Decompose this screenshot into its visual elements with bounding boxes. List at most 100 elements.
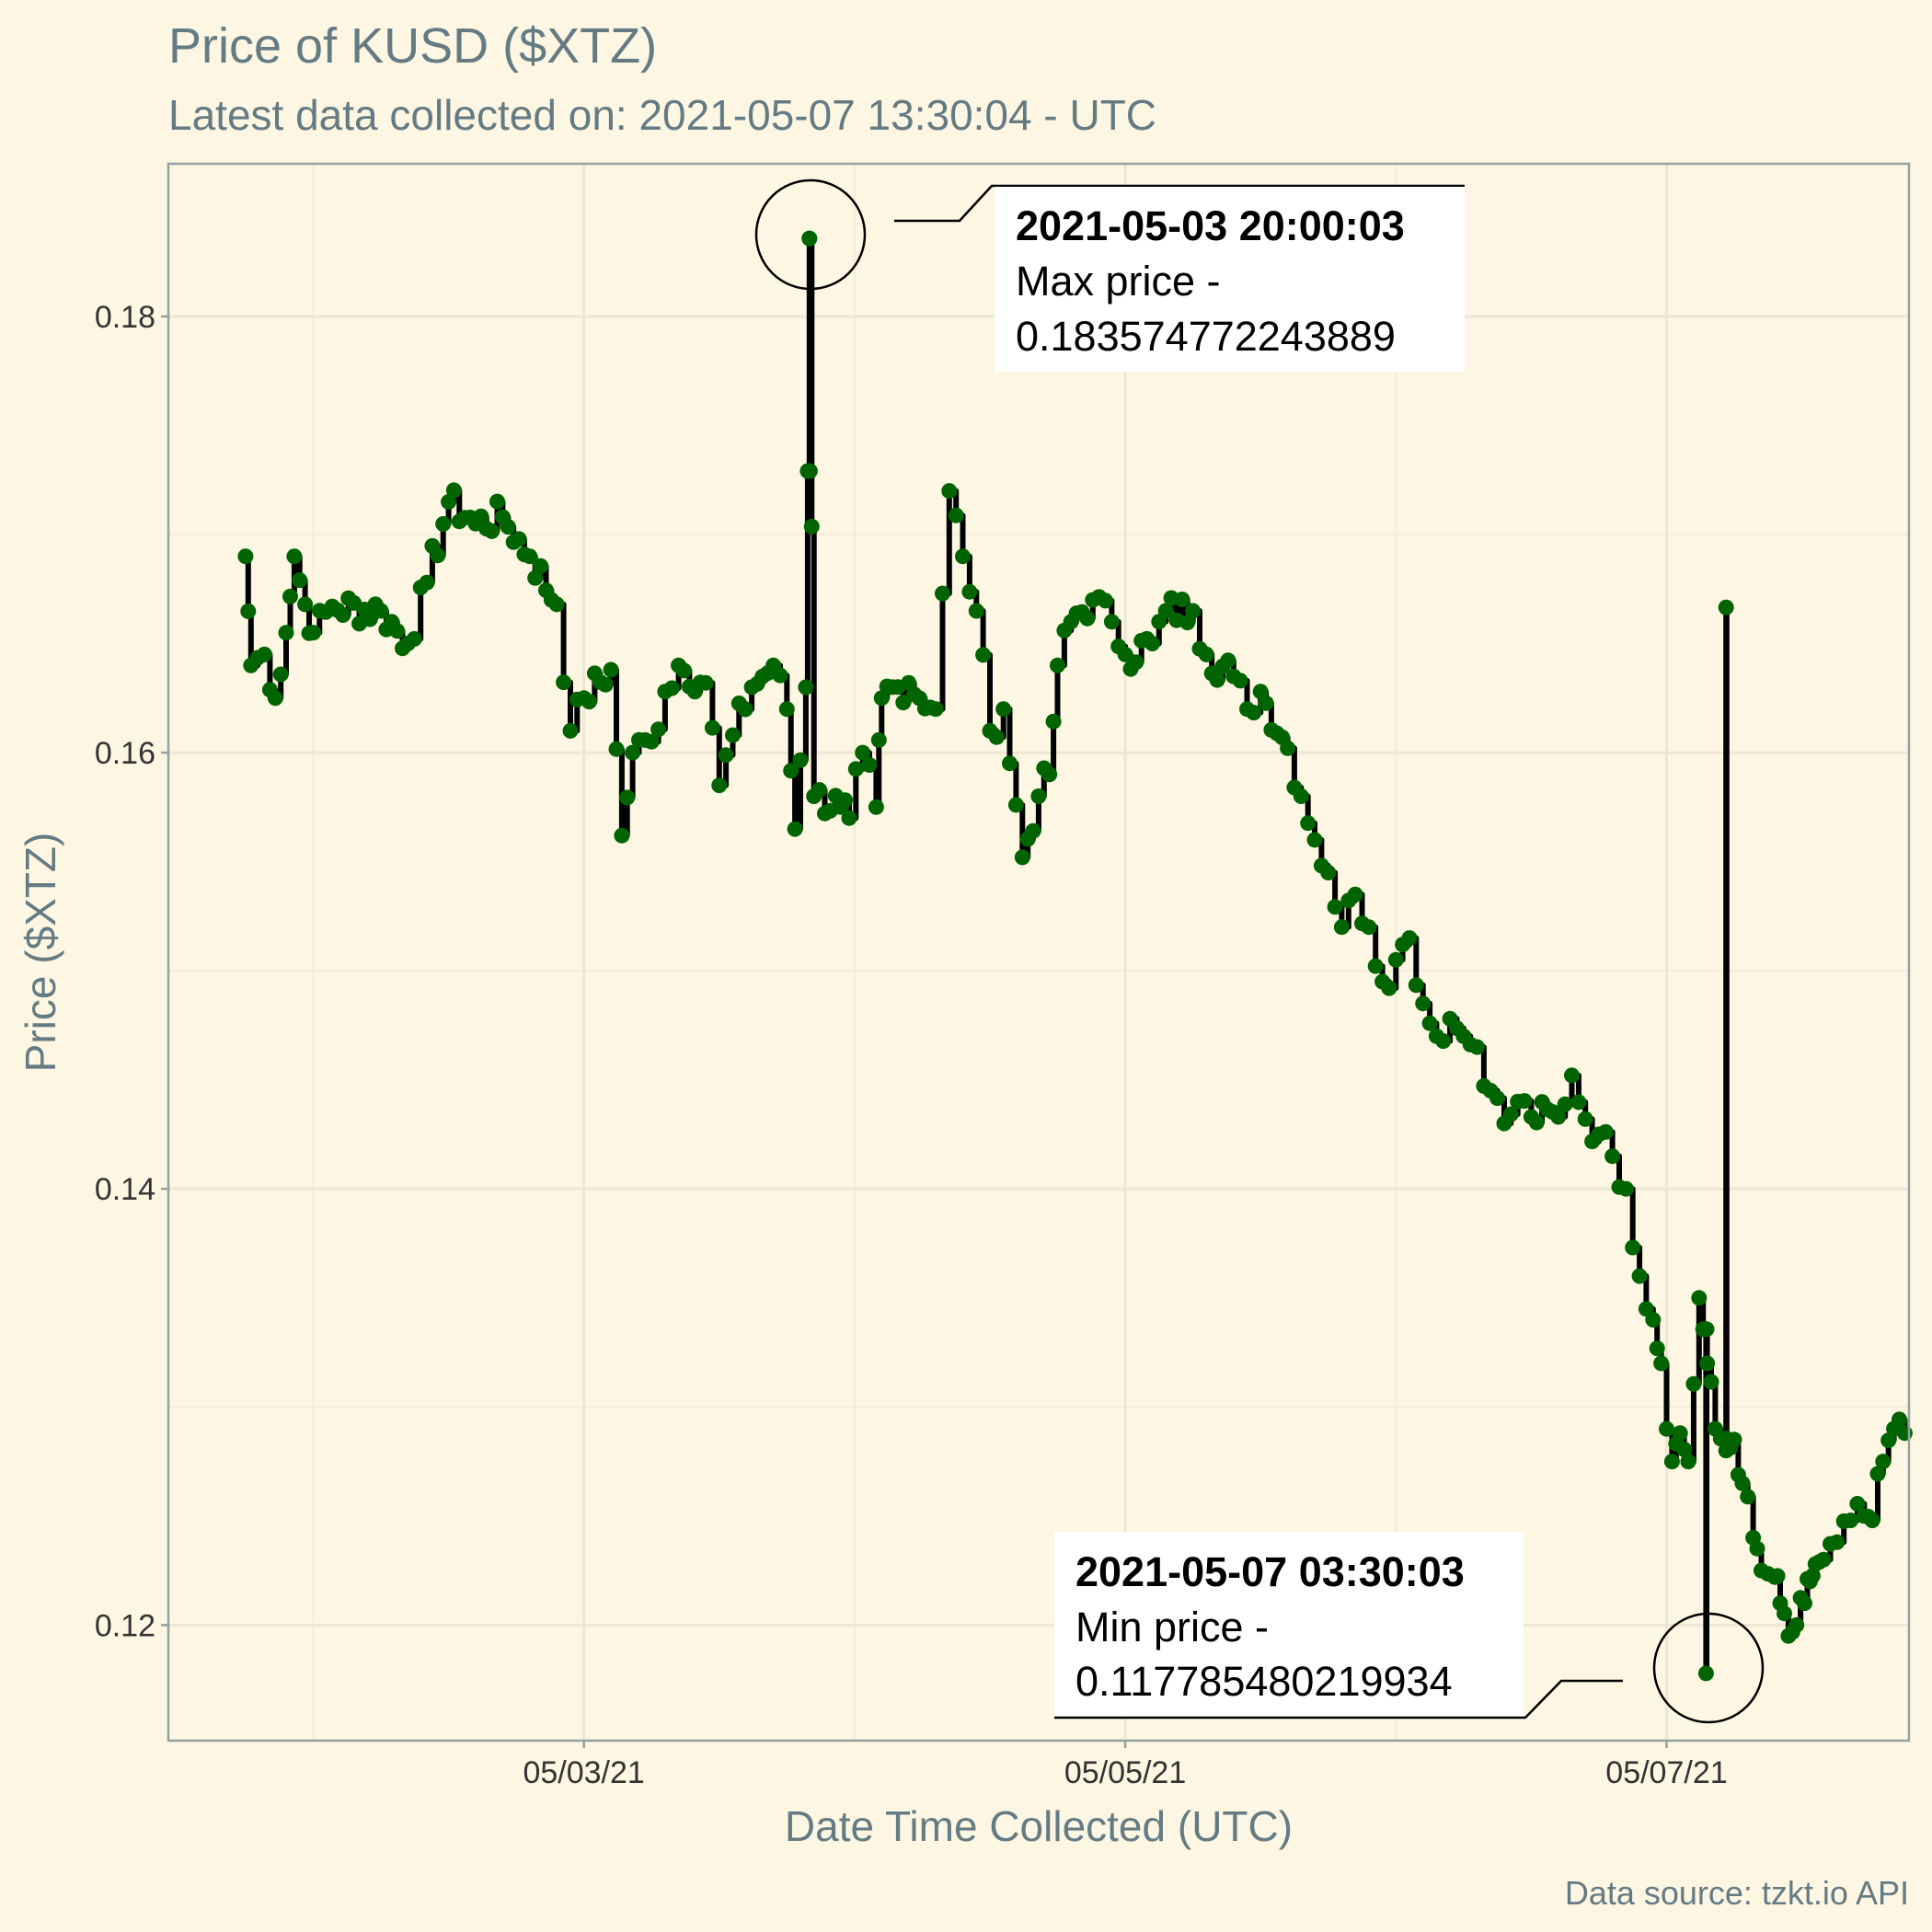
price-point (1749, 1540, 1765, 1557)
price-point (1815, 1551, 1832, 1568)
max-callout-line (894, 184, 1465, 223)
price-point (1367, 958, 1384, 974)
price-point (1528, 1114, 1545, 1131)
min-callout-line (1054, 1679, 1623, 1719)
price-point (1625, 1239, 1641, 1256)
x-tick-label: 05/05/21 (1064, 1755, 1186, 1790)
price-point (1726, 1432, 1742, 1448)
price-point (643, 733, 660, 750)
price-point (1128, 654, 1144, 671)
price-point (1030, 788, 1047, 804)
price-point (1185, 603, 1202, 619)
price-point (1516, 1093, 1533, 1110)
price-point (801, 463, 818, 479)
price-point (1300, 815, 1317, 832)
price-point (1649, 1340, 1665, 1357)
price-point (1050, 657, 1065, 673)
price-point (430, 547, 446, 564)
price-point (927, 701, 944, 718)
y-axis-title: Price ($XTZ) (17, 833, 64, 1073)
price-point (257, 646, 272, 662)
max-highlight-circle (754, 178, 867, 291)
price-point (272, 666, 289, 683)
price-point (1258, 695, 1274, 711)
price-point (1892, 1411, 1907, 1428)
price-series-line (245, 236, 1908, 1676)
price-point (1174, 592, 1190, 607)
plot-panel-border (167, 162, 1911, 1742)
price-point (803, 518, 820, 535)
price-point (1849, 1496, 1866, 1512)
price-point (737, 701, 753, 718)
price-point (725, 727, 741, 743)
y-tick-label: 0.12 (95, 1608, 155, 1643)
price-point (1232, 673, 1248, 689)
price-point (1797, 1595, 1812, 1612)
price-point (663, 680, 680, 696)
price-point (1408, 977, 1424, 994)
y-tick-label: 0.14 (95, 1172, 155, 1207)
price-point (855, 744, 871, 761)
price-point (562, 722, 579, 739)
price-point (704, 719, 720, 736)
price-point (1564, 1067, 1580, 1084)
min-price-annotation: 2021-05-07 03:30:03 Min price - 0.117785… (1054, 1532, 1765, 1724)
price-point (1502, 1106, 1519, 1122)
x-tick-label: 05/07/21 (1605, 1755, 1727, 1790)
price-point (801, 230, 818, 247)
price-point (895, 695, 912, 711)
price-point (1381, 980, 1397, 996)
min-value-label: 0.117785480219934 (1075, 1658, 1453, 1705)
max-label-box (995, 187, 1465, 372)
price-point (1680, 1454, 1696, 1470)
grid-lines (168, 164, 1909, 1741)
price-point (975, 647, 992, 663)
price-point (935, 585, 950, 602)
price-point (1014, 849, 1030, 866)
price-point (711, 777, 728, 794)
price-point (1703, 1374, 1719, 1390)
price-point (1896, 1425, 1913, 1442)
price-point (1421, 1015, 1438, 1031)
price-point (1489, 1090, 1506, 1107)
price-point (792, 752, 809, 768)
price-point (1306, 832, 1323, 848)
price-point (1829, 1534, 1846, 1550)
price-point (783, 763, 799, 779)
price-point (968, 603, 984, 619)
price-point (718, 747, 734, 764)
price-point (1663, 1454, 1680, 1470)
y-axis-ticks: 0.18 0.16 0.14 0.12 (95, 300, 168, 1643)
price-point (841, 810, 857, 826)
min-time-label: 2021-05-07 03:30:03 (1075, 1548, 1465, 1595)
x-axis-ticks: 05/03/21 05/05/21 05/07/21 (523, 1741, 1728, 1790)
price-point (282, 588, 298, 604)
max-desc-label: Max price - (1016, 258, 1221, 305)
price-point (389, 623, 406, 639)
y-tick-label: 0.18 (95, 300, 155, 335)
price-point (614, 827, 630, 844)
price-point (1333, 919, 1350, 936)
price-point (961, 583, 978, 600)
price-point (305, 625, 321, 641)
chart-subtitle: Latest data collected on: 2021-05-07 13:… (168, 91, 1156, 139)
price-point (1777, 1605, 1792, 1622)
price-point (527, 569, 544, 586)
price-point (1079, 610, 1096, 627)
price-point (335, 607, 351, 623)
price-point (870, 731, 887, 748)
price-point (484, 523, 500, 539)
price-point (1734, 1475, 1751, 1491)
price-point (619, 789, 636, 806)
price-point (861, 757, 878, 773)
price-point (1698, 1321, 1715, 1338)
price-point (995, 701, 1012, 718)
price-point (1699, 1355, 1716, 1372)
price-point (240, 603, 257, 619)
price-point (419, 574, 435, 591)
price-point (1103, 614, 1120, 630)
price-point (237, 548, 254, 565)
price-points (237, 230, 1913, 1682)
price-point (406, 631, 422, 647)
